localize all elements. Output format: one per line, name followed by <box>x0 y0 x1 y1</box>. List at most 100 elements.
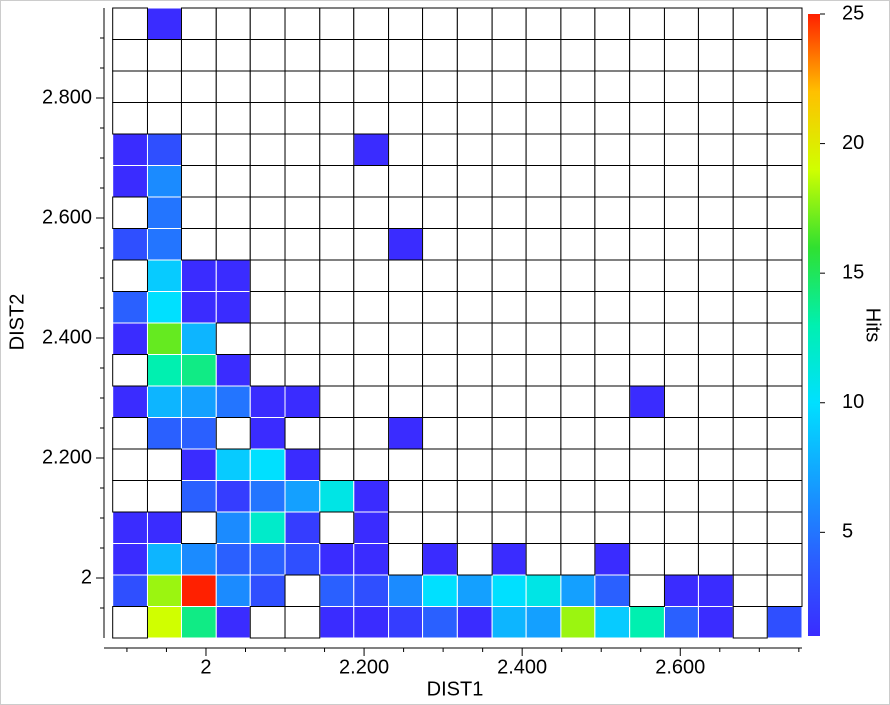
empty-cell <box>422 70 458 103</box>
empty-cell <box>629 102 665 135</box>
empty-cell <box>663 39 699 72</box>
cell <box>388 574 424 607</box>
cell <box>319 543 355 576</box>
cell <box>491 543 527 576</box>
cell <box>319 480 355 513</box>
empty-cell <box>284 196 321 229</box>
empty-cell <box>319 354 355 387</box>
empty-cell <box>766 322 803 355</box>
empty-cell <box>491 448 527 481</box>
cell <box>112 133 148 166</box>
empty-cell <box>732 448 768 481</box>
empty-cell <box>491 259 527 292</box>
empty-cell <box>456 165 493 198</box>
y-tick-label: 2.800 <box>42 86 92 108</box>
cell <box>456 606 493 639</box>
empty-cell <box>697 543 734 576</box>
cell <box>594 574 631 607</box>
empty-cell <box>560 7 596 40</box>
empty-cell <box>456 322 493 355</box>
empty-cell <box>319 228 355 261</box>
cell <box>146 196 182 229</box>
empty-cell <box>112 7 148 40</box>
empty-cell <box>388 511 424 544</box>
empty-cell <box>353 7 390 40</box>
cell <box>319 574 355 607</box>
empty-cell <box>629 196 665 229</box>
cell <box>353 606 390 639</box>
empty-cell <box>663 133 699 166</box>
empty-cell <box>491 165 527 198</box>
empty-cell <box>697 385 734 418</box>
empty-cell <box>594 354 631 387</box>
empty-cell <box>732 354 768 387</box>
empty-cell <box>594 196 631 229</box>
empty-cell <box>594 70 631 103</box>
empty-cell <box>491 70 527 103</box>
cell <box>525 574 562 607</box>
cell <box>180 385 217 418</box>
empty-cell <box>560 543 596 576</box>
empty-cell <box>766 511 803 544</box>
empty-cell <box>422 7 458 40</box>
cell <box>180 543 217 576</box>
cell <box>249 543 286 576</box>
cell <box>112 322 148 355</box>
empty-cell <box>284 7 321 40</box>
empty-cell <box>491 322 527 355</box>
empty-cell <box>766 7 803 40</box>
empty-cell <box>215 7 251 40</box>
empty-cell <box>180 39 217 72</box>
empty-cell <box>422 322 458 355</box>
empty-cell <box>629 259 665 292</box>
empty-cell <box>422 259 458 292</box>
empty-cell <box>249 322 286 355</box>
cell <box>663 606 699 639</box>
cell <box>560 606 596 639</box>
empty-cell <box>732 480 768 513</box>
cell <box>525 606 562 639</box>
cell <box>319 606 355 639</box>
cell <box>353 574 390 607</box>
empty-cell <box>560 165 596 198</box>
empty-cell <box>388 102 424 135</box>
empty-cell <box>525 228 562 261</box>
empty-cell <box>629 448 665 481</box>
empty-cell <box>284 259 321 292</box>
empty-cell <box>697 133 734 166</box>
empty-cell <box>732 511 768 544</box>
empty-cell <box>284 322 321 355</box>
empty-cell <box>284 354 321 387</box>
empty-cell <box>319 259 355 292</box>
cell <box>146 322 182 355</box>
empty-cell <box>388 133 424 166</box>
empty-cell <box>284 39 321 72</box>
empty-cell <box>215 196 251 229</box>
cell <box>284 385 321 418</box>
empty-cell <box>663 7 699 40</box>
cell <box>353 133 390 166</box>
empty-cell <box>766 448 803 481</box>
cell <box>249 480 286 513</box>
empty-cell <box>732 574 768 607</box>
empty-cell <box>697 70 734 103</box>
x-tick-label: 2.600 <box>655 656 705 678</box>
empty-cell <box>422 448 458 481</box>
empty-cell <box>560 417 596 450</box>
empty-cell <box>525 322 562 355</box>
cell <box>215 606 251 639</box>
cell <box>146 606 182 639</box>
empty-cell <box>491 511 527 544</box>
cell <box>249 511 286 544</box>
empty-cell <box>249 291 286 324</box>
empty-cell <box>629 133 665 166</box>
empty-cell <box>215 102 251 135</box>
empty-cell <box>560 354 596 387</box>
empty-cell <box>663 70 699 103</box>
empty-cell <box>766 385 803 418</box>
empty-cell <box>319 385 355 418</box>
empty-cell <box>422 354 458 387</box>
cell <box>146 417 182 450</box>
empty-cell <box>422 417 458 450</box>
